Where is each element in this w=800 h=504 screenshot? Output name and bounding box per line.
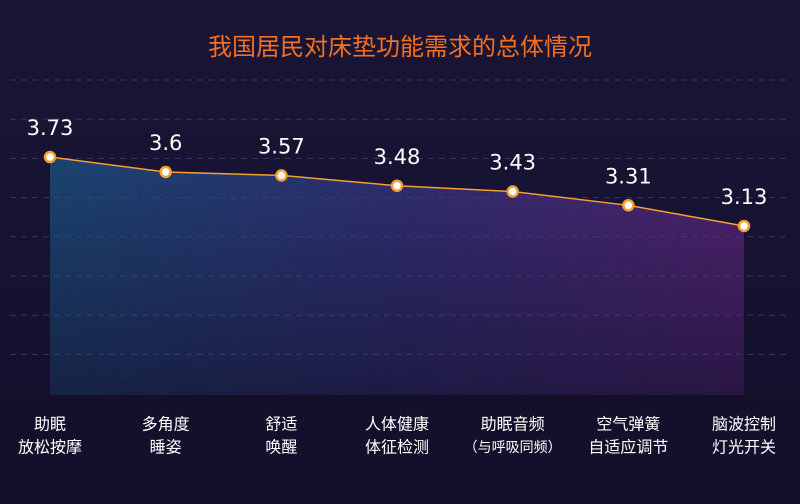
value-label: 3.43 [489, 151, 536, 175]
x-tick-label: 睡姿 [150, 438, 182, 457]
x-tick-label: 人体健康 [365, 415, 429, 434]
x-tick-label: 灯光开关 [712, 438, 776, 457]
point [390, 179, 404, 193]
point [737, 219, 751, 233]
x-tick-label: 放松按摩 [18, 438, 82, 457]
value-label: 3.13 [721, 185, 768, 209]
x-tick-label: 舒适 [265, 415, 297, 434]
x-tick-label: 多角度 [142, 415, 190, 434]
point [622, 199, 635, 212]
point [506, 185, 519, 198]
area [50, 157, 744, 395]
x-tick-label: 助眠音频 [481, 415, 545, 434]
x-tick-label: 助眠 [34, 415, 66, 434]
x-tick-label: 唤醒 [265, 438, 297, 457]
point [43, 150, 57, 164]
value-label: 3.31 [605, 164, 652, 188]
value-label: 3.48 [374, 145, 421, 169]
point [275, 169, 288, 182]
chart-title: 我国居民对床垫功能需求的总体情况 [208, 33, 592, 61]
value-label: 3.6 [149, 131, 182, 155]
x-tick-label: 自适应调节 [588, 438, 668, 457]
x-tick-label: 脑波控制 [712, 415, 776, 434]
x-tick-label: （与呼吸同频） [464, 440, 562, 456]
value-label: 3.57 [258, 134, 305, 158]
value-label: 3.73 [27, 116, 74, 140]
x-tick-label: 空气弹簧 [596, 415, 660, 434]
point [159, 165, 172, 179]
x-tick-label: 体征检测 [365, 438, 429, 457]
